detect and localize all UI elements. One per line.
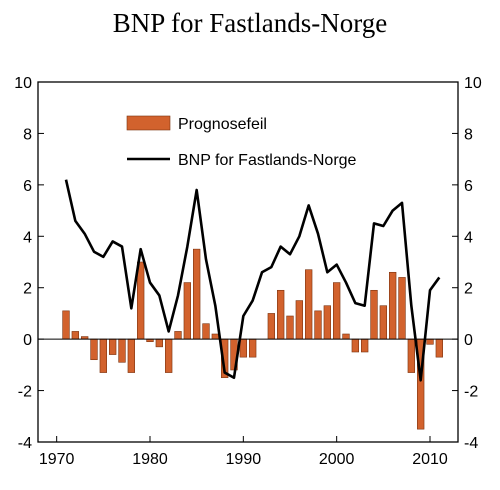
y-tick-label-right: -2 [464, 384, 478, 401]
bar [426, 338, 434, 345]
bar [165, 338, 173, 373]
line-series [64, 179, 441, 382]
bar [342, 333, 350, 340]
x-tick-label: 2000 [319, 451, 355, 468]
bar [398, 277, 406, 340]
bar [370, 289, 378, 340]
bar [127, 338, 135, 373]
legend-label-line: BNP for Fastlands-Norge [178, 152, 357, 169]
y-tick-label-left: 2 [23, 281, 32, 298]
bar [295, 300, 303, 340]
bar [155, 338, 163, 348]
bar [90, 338, 98, 361]
y-tick-label-right: 6 [464, 178, 473, 195]
bar [62, 310, 70, 340]
y-tick-label-left: 0 [23, 332, 32, 349]
bar [351, 338, 359, 353]
axes: -4 -4 -2 -2 0 0 2 2 4 4 6 6 8 8 10 10 1970 1980 1990 2000 20… [14, 75, 482, 468]
plot-frame [37, 81, 459, 443]
bar [193, 248, 201, 340]
bar [277, 289, 285, 340]
y-tick-label-right: -4 [464, 435, 478, 452]
bar [118, 338, 126, 363]
bar [305, 269, 313, 340]
bar [323, 305, 331, 340]
bar [286, 315, 294, 340]
bar [211, 333, 219, 340]
y-tick-label-right: 8 [464, 126, 473, 143]
bar [109, 338, 117, 355]
y-tick-label-left: 8 [23, 126, 32, 143]
bar [361, 338, 369, 353]
y-tick-label-right: 0 [464, 332, 473, 349]
bar [389, 271, 397, 340]
bar-series [62, 248, 443, 430]
y-tick-label-left: 10 [14, 75, 32, 92]
bar [183, 282, 191, 340]
x-tick-label: 1980 [132, 451, 168, 468]
bar [174, 331, 182, 340]
bar [435, 338, 443, 358]
y-tick-label-right: 2 [464, 281, 473, 298]
y-tick-label-right: 10 [464, 75, 482, 92]
x-tick-label: 1990 [226, 451, 262, 468]
bar [99, 338, 107, 373]
y-tick-label-left: -2 [18, 384, 32, 401]
bar [314, 310, 322, 340]
bar [407, 338, 415, 373]
x-tick-label: 1970 [39, 451, 75, 468]
y-tick-label-left: 6 [23, 178, 32, 195]
series-line [64, 179, 441, 382]
bar [249, 338, 257, 358]
bar [267, 313, 275, 340]
bar [239, 338, 247, 358]
bar [137, 261, 145, 340]
legend: Prognosefeil BNP for Fastlands-Norge [126, 115, 357, 169]
x-tick-label: 2010 [412, 451, 448, 468]
chart-title: BNP for Fastlands-Norge [112, 8, 388, 38]
y-tick-label-left: 4 [23, 229, 32, 246]
bar [202, 323, 210, 340]
y-tick-label-right: 4 [464, 229, 473, 246]
legend-swatch-bar [126, 115, 171, 131]
bar [379, 305, 387, 340]
legend-label-bar: Prognosefeil [178, 116, 267, 133]
y-tick-label-left: -4 [18, 435, 32, 452]
bar [333, 282, 341, 340]
bar [71, 331, 79, 340]
